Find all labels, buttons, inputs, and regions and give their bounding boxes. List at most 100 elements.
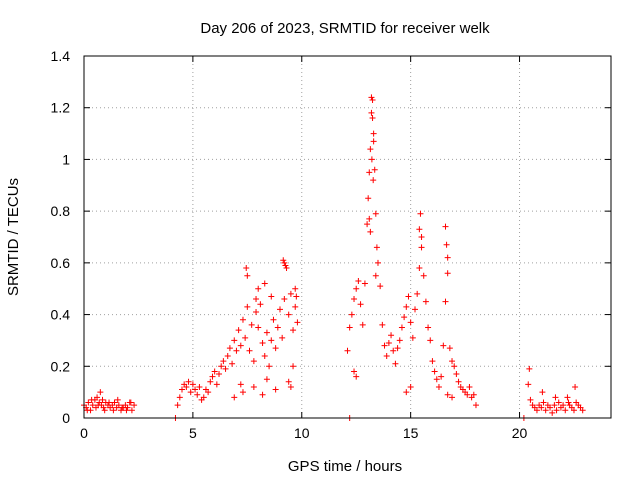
data-point — [564, 394, 571, 401]
data-point — [364, 221, 371, 228]
data-point — [239, 316, 246, 323]
data-point — [435, 383, 442, 390]
data-point — [466, 383, 473, 390]
data-point — [425, 324, 432, 331]
data-point — [257, 301, 264, 308]
data-point — [233, 347, 240, 354]
data-point — [183, 383, 190, 390]
data-point — [562, 407, 569, 414]
data-point — [369, 96, 376, 103]
data-point — [231, 337, 238, 344]
data-point — [282, 262, 289, 269]
data-point — [287, 290, 294, 297]
data-point — [370, 130, 377, 137]
data-point — [433, 376, 440, 383]
data-point — [226, 345, 233, 352]
data-point — [192, 386, 199, 393]
data-point — [388, 332, 395, 339]
data-point — [110, 407, 117, 414]
data-point — [555, 399, 562, 406]
data-point — [268, 293, 275, 300]
data-point — [381, 342, 388, 349]
data-point — [114, 396, 121, 403]
data-point — [394, 345, 401, 352]
data-point — [565, 399, 572, 406]
data-point — [237, 381, 244, 388]
data-point — [417, 210, 424, 217]
data-point — [185, 378, 192, 385]
data-point — [292, 303, 299, 310]
data-point — [207, 378, 214, 385]
data-point — [377, 283, 384, 290]
data-point — [259, 340, 266, 347]
data-point — [438, 373, 445, 380]
chart-title: Day 206 of 2023, SRMTID for receiver wel… — [200, 20, 490, 37]
data-point — [470, 391, 477, 398]
data-point — [368, 156, 375, 163]
data-point — [416, 226, 423, 233]
data-point — [407, 319, 414, 326]
data-point — [371, 166, 378, 173]
data-point — [253, 296, 260, 303]
data-point — [239, 389, 246, 396]
data-point — [294, 319, 301, 326]
data-point — [220, 358, 227, 365]
data-point — [276, 306, 283, 313]
data-point — [211, 368, 218, 375]
data-point — [270, 316, 277, 323]
data-point — [290, 327, 297, 334]
data-point — [178, 386, 185, 393]
data-point — [368, 109, 375, 116]
data-point — [403, 389, 410, 396]
y-tick-label: 0 — [62, 410, 70, 426]
data-point — [533, 407, 540, 414]
data-point — [367, 228, 374, 235]
data-point — [218, 363, 225, 370]
data-point — [368, 94, 375, 101]
data-point — [431, 368, 438, 375]
data-point — [106, 399, 113, 406]
data-point — [383, 352, 390, 359]
data-point — [237, 342, 244, 349]
data-point — [187, 389, 194, 396]
data-point — [451, 363, 458, 370]
data-point — [101, 407, 108, 414]
y-tick-label: 0.2 — [51, 358, 71, 374]
data-point — [353, 285, 360, 292]
x-tick-label: 15 — [403, 425, 419, 441]
data-point — [99, 396, 106, 403]
data-point — [361, 280, 368, 287]
data-point — [209, 373, 216, 380]
data-point — [370, 177, 377, 184]
data-point — [455, 378, 462, 385]
data-point — [526, 365, 533, 372]
data-point — [446, 345, 453, 352]
data-point — [527, 396, 534, 403]
data-point — [464, 391, 471, 398]
data-point — [443, 241, 450, 248]
data-point — [89, 402, 96, 409]
data-point — [263, 329, 270, 336]
data-point — [127, 399, 134, 406]
data-point — [119, 404, 126, 411]
data-point — [372, 272, 379, 279]
data-point — [379, 321, 386, 328]
data-point — [444, 254, 451, 261]
y-axis-title: SRMTID / TECUs — [5, 178, 22, 296]
data-point — [365, 195, 372, 202]
data-point — [244, 303, 251, 310]
data-point — [244, 272, 251, 279]
data-point — [224, 352, 231, 359]
data-point — [373, 244, 380, 251]
data-point — [279, 334, 286, 341]
x-tick-label: 0 — [80, 425, 88, 441]
y-tick-label: 1 — [62, 151, 70, 167]
data-point — [272, 345, 279, 352]
data-point — [549, 409, 556, 416]
data-point — [407, 383, 414, 390]
data-point — [253, 308, 260, 315]
data-points — [81, 94, 586, 421]
data-point — [442, 298, 449, 305]
data-point — [422, 298, 429, 305]
data-point — [242, 334, 249, 341]
